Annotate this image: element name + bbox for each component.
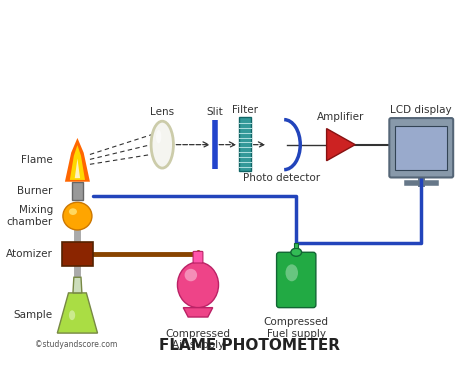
Ellipse shape — [151, 121, 173, 168]
Text: Filter: Filter — [232, 105, 258, 115]
Polygon shape — [75, 159, 80, 178]
Text: Flame: Flame — [21, 155, 53, 165]
Text: Mixing
chamber: Mixing chamber — [7, 205, 53, 227]
Ellipse shape — [63, 202, 92, 230]
Polygon shape — [70, 145, 85, 180]
Text: FLAME PHOTOMETER: FLAME PHOTOMETER — [159, 338, 340, 353]
Text: Slit: Slit — [206, 106, 223, 116]
Ellipse shape — [69, 208, 77, 215]
Ellipse shape — [285, 264, 298, 281]
FancyBboxPatch shape — [239, 117, 251, 171]
Polygon shape — [57, 293, 98, 333]
Text: Atomizer: Atomizer — [6, 249, 53, 259]
Text: ©studyandscore.com: ©studyandscore.com — [35, 339, 118, 349]
Text: Lens: Lens — [150, 106, 174, 116]
Ellipse shape — [291, 248, 301, 256]
Polygon shape — [65, 138, 90, 182]
Polygon shape — [327, 128, 355, 161]
Ellipse shape — [177, 262, 219, 308]
Polygon shape — [183, 308, 213, 317]
Text: LCD display: LCD display — [391, 105, 452, 115]
Text: Compressed
Air supply: Compressed Air supply — [165, 328, 230, 350]
Text: Burner: Burner — [18, 186, 53, 196]
Text: Sample: Sample — [14, 310, 53, 320]
Ellipse shape — [69, 310, 75, 320]
Text: Amplifier: Amplifier — [317, 112, 365, 122]
FancyBboxPatch shape — [277, 252, 316, 308]
Ellipse shape — [156, 130, 161, 143]
Text: Compressed
Fuel supply: Compressed Fuel supply — [264, 317, 329, 339]
FancyBboxPatch shape — [389, 118, 453, 178]
Text: Photo detector: Photo detector — [243, 173, 320, 183]
Polygon shape — [73, 277, 82, 293]
FancyBboxPatch shape — [193, 251, 203, 263]
FancyBboxPatch shape — [395, 126, 447, 170]
FancyBboxPatch shape — [62, 241, 92, 266]
Ellipse shape — [184, 269, 197, 281]
FancyBboxPatch shape — [72, 182, 83, 200]
FancyBboxPatch shape — [294, 243, 299, 248]
